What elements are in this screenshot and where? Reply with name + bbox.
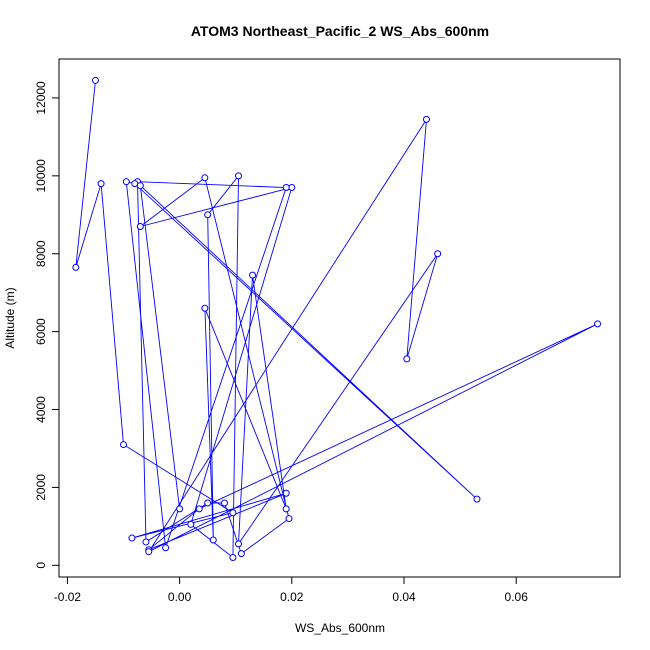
data-point	[136, 182, 144, 190]
data-point	[162, 544, 170, 552]
y-tick-label: 2000	[34, 474, 48, 501]
data-point	[235, 540, 243, 548]
data-point	[594, 320, 602, 328]
data-point	[237, 550, 245, 558]
data-point	[142, 538, 150, 546]
data-point	[422, 115, 430, 123]
data-point	[249, 271, 257, 279]
x-tick-label: 0.04	[392, 590, 416, 604]
y-tick-label: 0	[34, 562, 48, 569]
series-line	[75, 80, 598, 559]
data-point	[187, 520, 195, 528]
x-tick-label: -0.02	[54, 590, 82, 604]
y-tick-label: 6000	[34, 318, 48, 345]
data-point	[282, 505, 290, 513]
x-tick-label: 0.02	[280, 590, 304, 604]
data-point	[434, 250, 442, 258]
data-point	[285, 515, 293, 523]
data-point	[282, 184, 290, 192]
x-tick-label: 0.06	[505, 590, 529, 604]
y-tick-label: 4000	[34, 396, 48, 423]
data-point	[209, 536, 217, 544]
chart-title: ATOM3 Northeast_Pacific_2 WS_Abs_600nm	[191, 23, 489, 39]
data-point	[229, 509, 237, 517]
data-point	[204, 499, 212, 507]
data-point	[282, 489, 290, 497]
data-point	[176, 505, 184, 513]
y-axis: 0 2000 4000 6000 8000 10000 12000	[34, 81, 60, 569]
x-tick-label: 0.00	[168, 590, 192, 604]
data-point	[235, 172, 243, 180]
y-tick-label: 8000	[34, 240, 48, 267]
data-point	[201, 304, 209, 312]
data-point	[120, 441, 128, 449]
data-point	[201, 174, 209, 182]
data-point	[473, 495, 481, 503]
plot-area	[58, 58, 621, 578]
data-point	[131, 180, 139, 188]
data-point	[403, 355, 411, 363]
y-tick-label: 12000	[34, 81, 48, 115]
data-point	[128, 534, 136, 542]
data-point	[220, 499, 228, 507]
data-point	[122, 178, 130, 186]
data-point	[229, 554, 237, 562]
x-axis-label: WS_Abs_600nm	[295, 621, 385, 635]
data-point	[288, 184, 296, 192]
y-tick-label: 10000	[34, 159, 48, 193]
plot-frame	[58, 58, 621, 578]
data-point	[91, 76, 99, 84]
data-point	[204, 211, 212, 219]
data-point	[72, 263, 80, 271]
y-axis-label: Altitude (m)	[3, 287, 17, 348]
data-point	[136, 222, 144, 230]
data-point	[195, 505, 203, 513]
x-axis: -0.02 0.00 0.02 0.04 0.06	[54, 576, 529, 604]
data-point	[97, 180, 105, 188]
data-point	[145, 548, 153, 556]
